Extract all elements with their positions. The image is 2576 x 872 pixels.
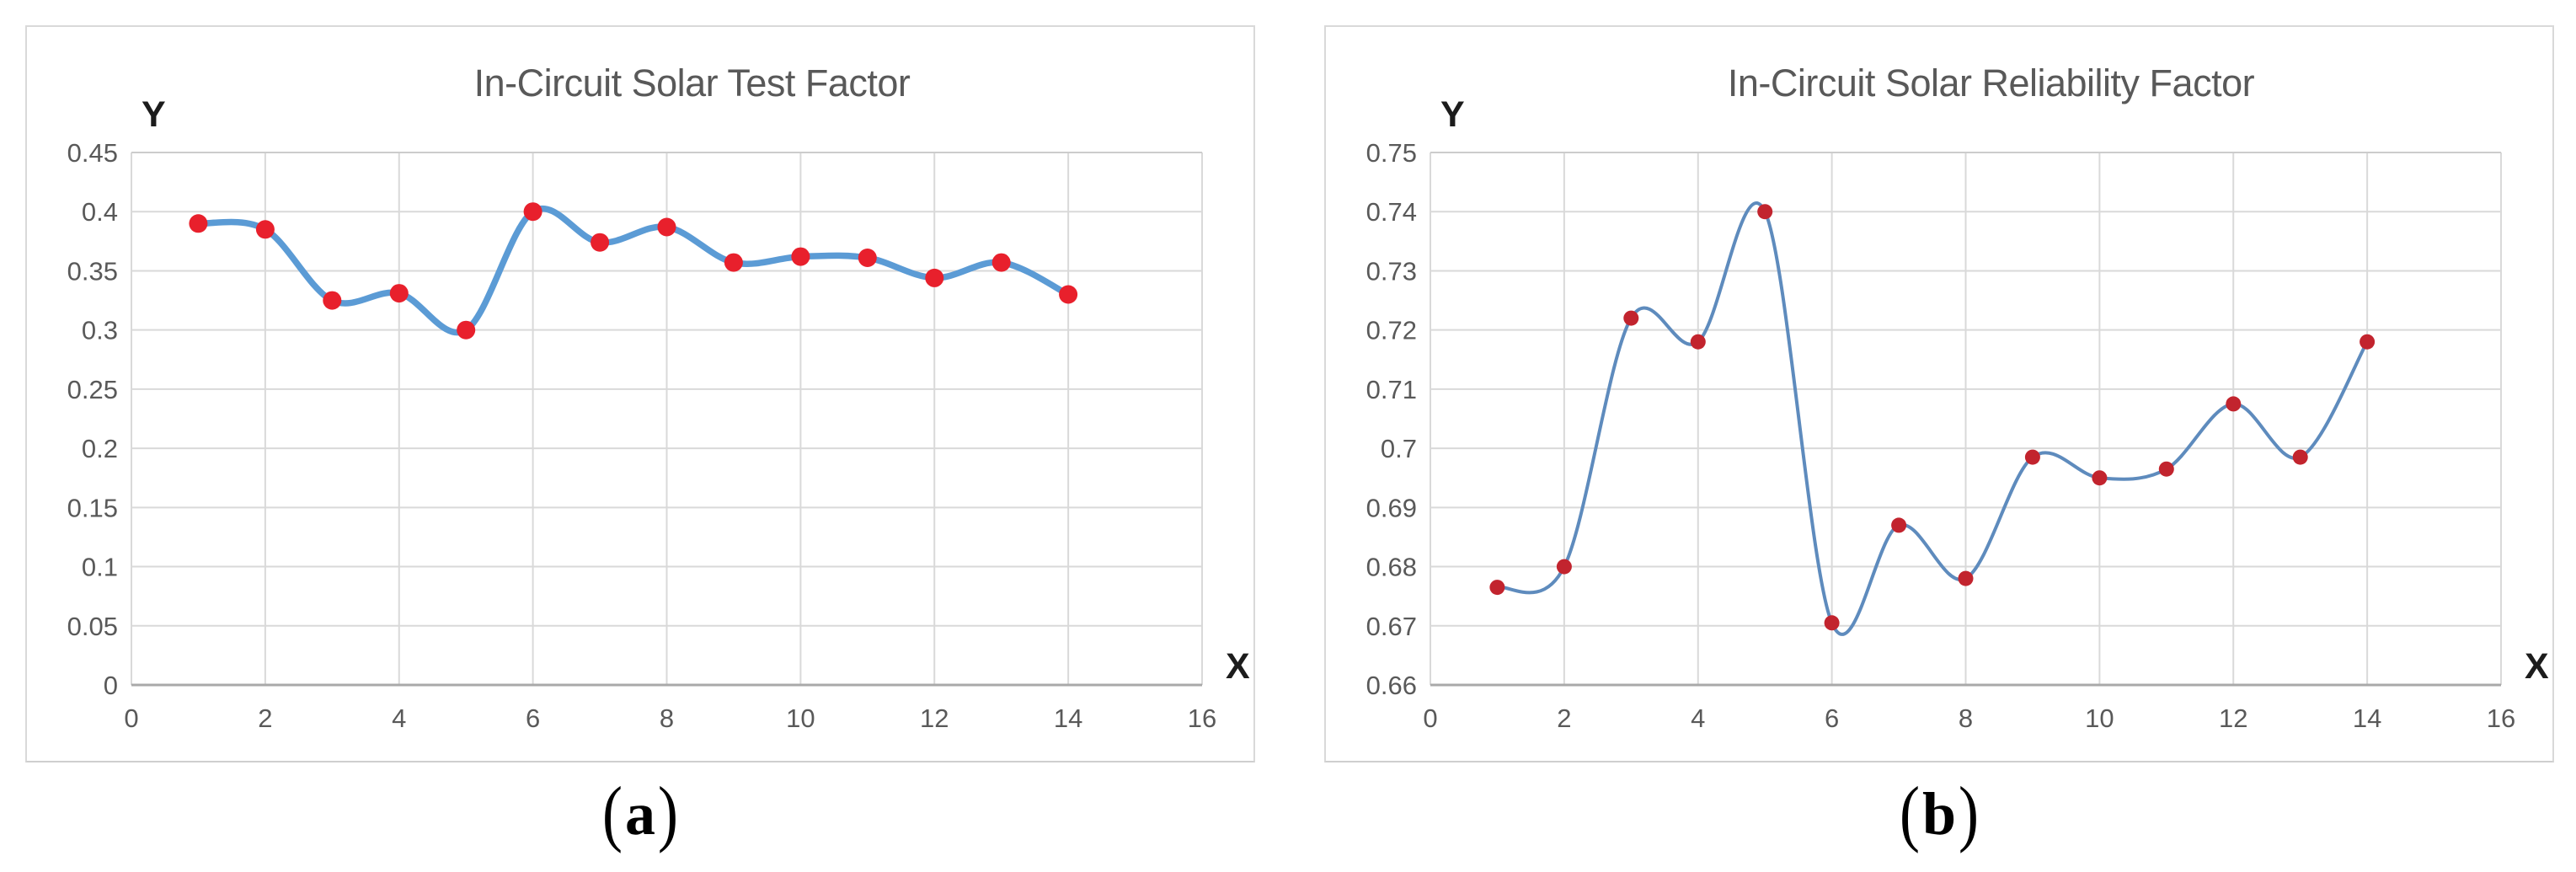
x-axis-label: X bbox=[2525, 646, 2549, 687]
y-axis-label: Y bbox=[142, 94, 166, 135]
data-point-marker bbox=[2092, 470, 2108, 486]
data-point-marker bbox=[189, 214, 208, 233]
data-point-marker bbox=[657, 217, 676, 237]
caption-a-open-paren: ( bbox=[602, 771, 623, 854]
caption-b-open-paren: ( bbox=[1899, 771, 1920, 854]
x-axis-label: X bbox=[1226, 646, 1250, 687]
y-tick-label: 0.73 bbox=[1366, 256, 1417, 286]
data-point-marker bbox=[858, 249, 877, 267]
data-point-marker bbox=[2226, 396, 2242, 412]
y-tick-label: 0.2 bbox=[82, 434, 118, 463]
data-point-marker bbox=[1556, 559, 1572, 575]
y-tick-label: 0.15 bbox=[67, 493, 118, 522]
x-tick-label: 10 bbox=[2085, 703, 2114, 733]
y-tick-label: 0.72 bbox=[1366, 316, 1417, 345]
chart-title: In-Circuit Solar Reliability Factor bbox=[1728, 62, 2255, 104]
x-tick-label: 4 bbox=[392, 703, 406, 733]
data-point-marker bbox=[591, 233, 610, 252]
x-tick-label: 10 bbox=[786, 703, 815, 733]
y-tick-label: 0.68 bbox=[1366, 553, 1417, 582]
caption-a: (a) bbox=[25, 765, 1255, 862]
x-tick-label: 4 bbox=[1691, 703, 1705, 733]
data-point-marker bbox=[2158, 461, 2174, 477]
x-tick-label: 6 bbox=[526, 703, 540, 733]
y-tick-label: 0.75 bbox=[1366, 138, 1417, 168]
y-tick-label: 0.67 bbox=[1366, 612, 1417, 641]
y-axis-label: Y bbox=[1440, 94, 1465, 135]
caption-b-close-paren: ) bbox=[1959, 771, 1979, 854]
x-tick-label: 2 bbox=[258, 703, 272, 733]
x-tick-label: 8 bbox=[660, 703, 674, 733]
data-point-marker bbox=[1690, 334, 1706, 350]
chart-canvas-a: 0 0.05 0.1 0.15 0.2 0.25 0.3 0.35 0.4 0.45 0 2 4 6 8 10… bbox=[67, 62, 1250, 733]
x-tick-label: 0 bbox=[1423, 703, 1437, 733]
data-point-marker bbox=[255, 220, 275, 239]
caption-a-close-paren: ) bbox=[658, 771, 678, 854]
y-tick-label: 0.7 bbox=[1381, 434, 1417, 463]
y-tick-label: 0.1 bbox=[82, 553, 118, 582]
chart-title: In-Circuit Solar Test Factor bbox=[474, 62, 911, 104]
x-tick-label: 2 bbox=[1557, 703, 1571, 733]
x-tick-label: 16 bbox=[1188, 703, 1216, 733]
data-point-marker bbox=[2360, 334, 2376, 350]
y-tick-label: 0.45 bbox=[67, 138, 118, 168]
data-point-marker bbox=[991, 253, 1011, 272]
data-point-marker bbox=[323, 291, 342, 310]
caption-b-letter: b bbox=[1921, 779, 1957, 848]
caption-b: (b) bbox=[1324, 765, 2554, 862]
data-point-marker bbox=[1059, 285, 1078, 304]
y-tick-label: 0.69 bbox=[1366, 493, 1417, 522]
y-tick-label: 0.4 bbox=[82, 197, 118, 227]
x-tick-label: 12 bbox=[2219, 703, 2247, 733]
data-point-marker bbox=[791, 247, 810, 266]
chart-panel-a: 0 0.05 0.1 0.15 0.2 0.25 0.3 0.35 0.4 0.45 0 2 4 6 8 10… bbox=[25, 25, 1255, 762]
chart-canvas-b: 0.66 0.67 0.68 0.69 0.7 0.71 0.72 0.73 0.74 0.75 0… bbox=[1366, 62, 2549, 733]
y-tick-label: 0.3 bbox=[82, 316, 118, 345]
data-point-marker bbox=[1757, 204, 1773, 220]
x-tick-label: 8 bbox=[1959, 703, 1973, 733]
data-point-marker bbox=[457, 320, 476, 340]
data-point-marker bbox=[925, 268, 944, 287]
x-tick-label: 16 bbox=[2487, 703, 2515, 733]
caption-a-letter: a bbox=[625, 779, 655, 848]
y-tick-label: 0.25 bbox=[67, 375, 118, 404]
y-tick-label: 0.71 bbox=[1366, 375, 1417, 404]
y-tick-label: 0.74 bbox=[1366, 197, 1417, 227]
x-tick-label: 14 bbox=[2353, 703, 2381, 733]
data-point-marker bbox=[2292, 449, 2308, 465]
x-tick-label: 0 bbox=[124, 703, 138, 733]
data-point-marker bbox=[1891, 517, 1907, 533]
data-point-marker bbox=[1824, 615, 1840, 631]
data-point-marker bbox=[724, 253, 743, 272]
x-tick-label: 14 bbox=[1054, 703, 1082, 733]
series-line bbox=[1495, 201, 2370, 636]
chart-panel-b: 0.66 0.67 0.68 0.69 0.7 0.71 0.72 0.73 0.74 0.75 0… bbox=[1324, 25, 2554, 762]
data-point-marker bbox=[1623, 310, 1639, 326]
x-tick-label: 12 bbox=[920, 703, 949, 733]
data-point-marker bbox=[1489, 580, 1505, 596]
data-point-marker bbox=[2024, 449, 2040, 465]
y-tick-label: 0.05 bbox=[67, 612, 118, 641]
y-tick-label: 0 bbox=[104, 671, 118, 700]
y-tick-label: 0.35 bbox=[67, 256, 118, 286]
y-tick-label: 0.66 bbox=[1366, 671, 1417, 700]
x-tick-label: 6 bbox=[1825, 703, 1839, 733]
data-point-marker bbox=[389, 284, 409, 303]
data-point-marker bbox=[1958, 570, 1974, 586]
data-point-marker bbox=[523, 202, 542, 222]
